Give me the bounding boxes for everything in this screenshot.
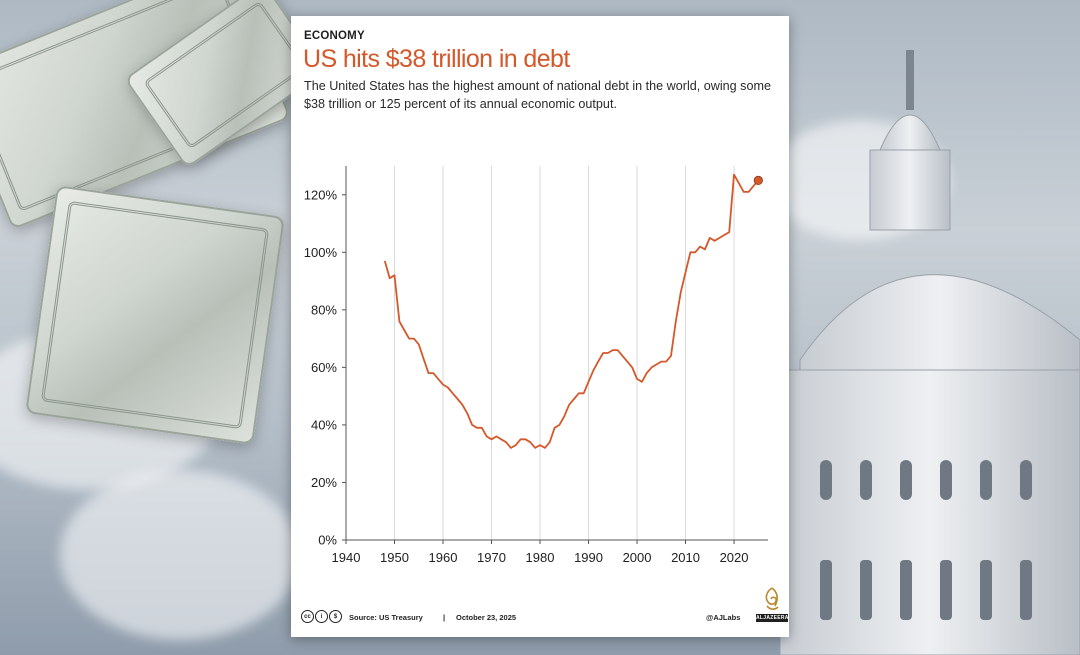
x-tick-label: 1940 [332,550,361,565]
y-tick-label: 20% [311,475,337,490]
aljazeera-logo-icon [765,587,779,610]
source-text: Source: US Treasury [349,613,423,622]
x-tick-label: 1990 [574,550,603,565]
brand-wordmark: ALJAZEERA [756,614,789,622]
x-tick-label: 2000 [623,550,652,565]
y-tick-label: 60% [311,360,337,375]
y-tick-label: 120% [304,187,338,202]
footer-separator: | [443,613,446,622]
subtitle: The United States has the highest amount… [304,79,771,111]
debt-line-chart: 0% 20% 40% 60% 80% 100% 120% 1940 1950 1960 1970 19… [304,166,768,565]
x-tick-label: 2020 [720,550,749,565]
dollar-bill-icon [25,185,285,445]
capitol-dome-icon [780,50,1080,655]
creative-commons-icon: cc i $ [301,610,342,623]
date-text: October 23, 2025 [456,613,517,622]
end-point-marker [753,175,763,185]
ajlabs-handle: @AJLabs [706,613,741,622]
y-tick-label: 40% [311,417,337,432]
x-tick-label: 1960 [429,550,458,565]
y-tick-label: 0% [318,533,337,548]
infographic-card: ECONOMY US hits $38 trillion in debt The… [291,16,789,637]
section-kicker: ECONOMY [304,30,365,42]
footer: cc i $ Source: US Treasury | October 23, 2… [301,587,788,628]
x-tick-label: 1980 [526,550,555,565]
series-line [383,173,759,449]
y-tick-label: 80% [311,302,337,317]
x-tick-label: 2010 [671,550,700,565]
aljazeera-logo: ALJAZEERA [756,586,788,622]
page-title: US hits $38 trillion in debt [303,45,570,73]
x-tick-label: 1950 [380,550,409,565]
x-tick-label: 1970 [477,550,506,565]
y-tick-label: 100% [304,245,338,260]
